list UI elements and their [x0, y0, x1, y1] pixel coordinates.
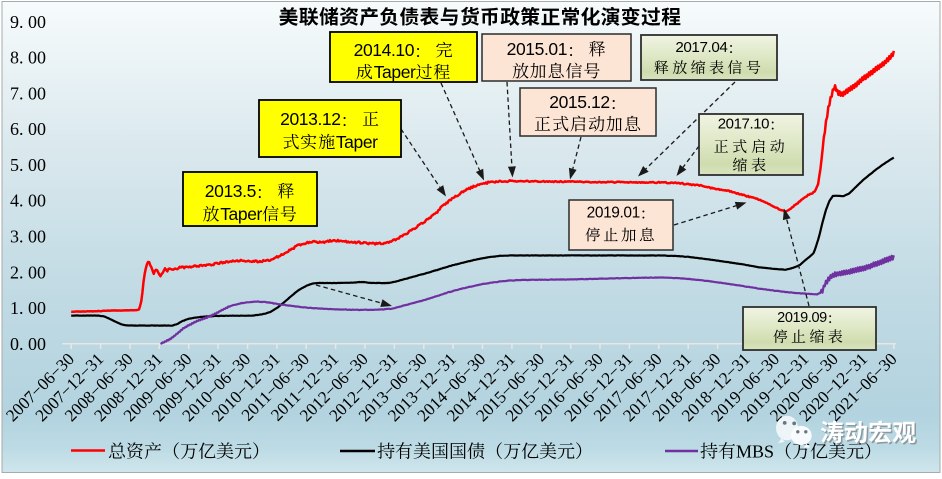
- svg-text:式实施Taper: 式实施Taper: [282, 132, 378, 152]
- svg-text:6. 00: 6. 00: [10, 119, 46, 139]
- svg-text:8. 00: 8. 00: [10, 48, 46, 68]
- svg-text:0. 00: 0. 00: [10, 334, 46, 354]
- svg-text:正式启动加息: 正式启动加息: [534, 115, 642, 134]
- svg-text:2015.12：​: 2015.12：​: [549, 92, 626, 114]
- svg-text:7. 00: 7. 00: [10, 83, 46, 103]
- svg-text:4. 00: 4. 00: [10, 191, 46, 211]
- svg-text:停止加息: 停止加息: [585, 227, 657, 245]
- svg-text:放Taper信号: 放Taper信号: [202, 204, 297, 224]
- svg-text:9. 00: 9. 00: [10, 12, 46, 32]
- svg-text:持有MBS（万亿美元）: 持有MBS（万亿美元）: [700, 442, 882, 462]
- svg-text:2014.10：​ 完: 2014.10：​ 完: [354, 40, 454, 62]
- svg-text:释放缩表信号: 释放缩表信号: [654, 60, 764, 77]
- svg-text:缩表: 缩表: [732, 158, 769, 175]
- svg-text:放加息信号: 放加息信号: [512, 62, 601, 81]
- svg-text:2017.04：​: 2017.04：​: [675, 39, 742, 58]
- svg-text:美联储资产负债表与货币政策正常化演变过程: 美联储资产负债表与货币政策正常化演变过程: [279, 6, 682, 29]
- svg-text:成Taper过程: 成Taper过程: [356, 62, 451, 82]
- svg-text:2015.01：​ 释: 2015.01：​ 释: [507, 39, 607, 61]
- svg-text:2. 00: 2. 00: [10, 262, 46, 282]
- svg-text:涛动宏观: 涛动宏观: [820, 420, 916, 447]
- svg-text:5. 00: 5. 00: [10, 155, 46, 175]
- svg-text:2013.12：​ 正: 2013.12：​ 正: [280, 109, 380, 131]
- svg-text:总资产（万亿美元）: 总资产（万亿美元）: [108, 442, 270, 462]
- svg-text:2019.01：​: 2019.01：​: [587, 205, 656, 224]
- svg-text:1. 00: 1. 00: [10, 298, 46, 318]
- svg-text:正式启动: 正式启动: [714, 139, 789, 156]
- svg-text:3. 00: 3. 00: [10, 227, 46, 247]
- svg-text:涛动宏观: 涛动宏观: [822, 422, 918, 449]
- svg-text:停止缩表: 停止缩表: [773, 329, 846, 346]
- svg-text:持有美国国债（万亿美元）: 持有美国国债（万亿美元）: [377, 442, 593, 462]
- svg-text:2013.5：​ 释: 2013.5：​ 释: [205, 181, 295, 203]
- svg-text:2019.09：​: 2019.09：​: [777, 310, 842, 328]
- svg-text:2017.10：​: 2017.10：​: [718, 116, 785, 135]
